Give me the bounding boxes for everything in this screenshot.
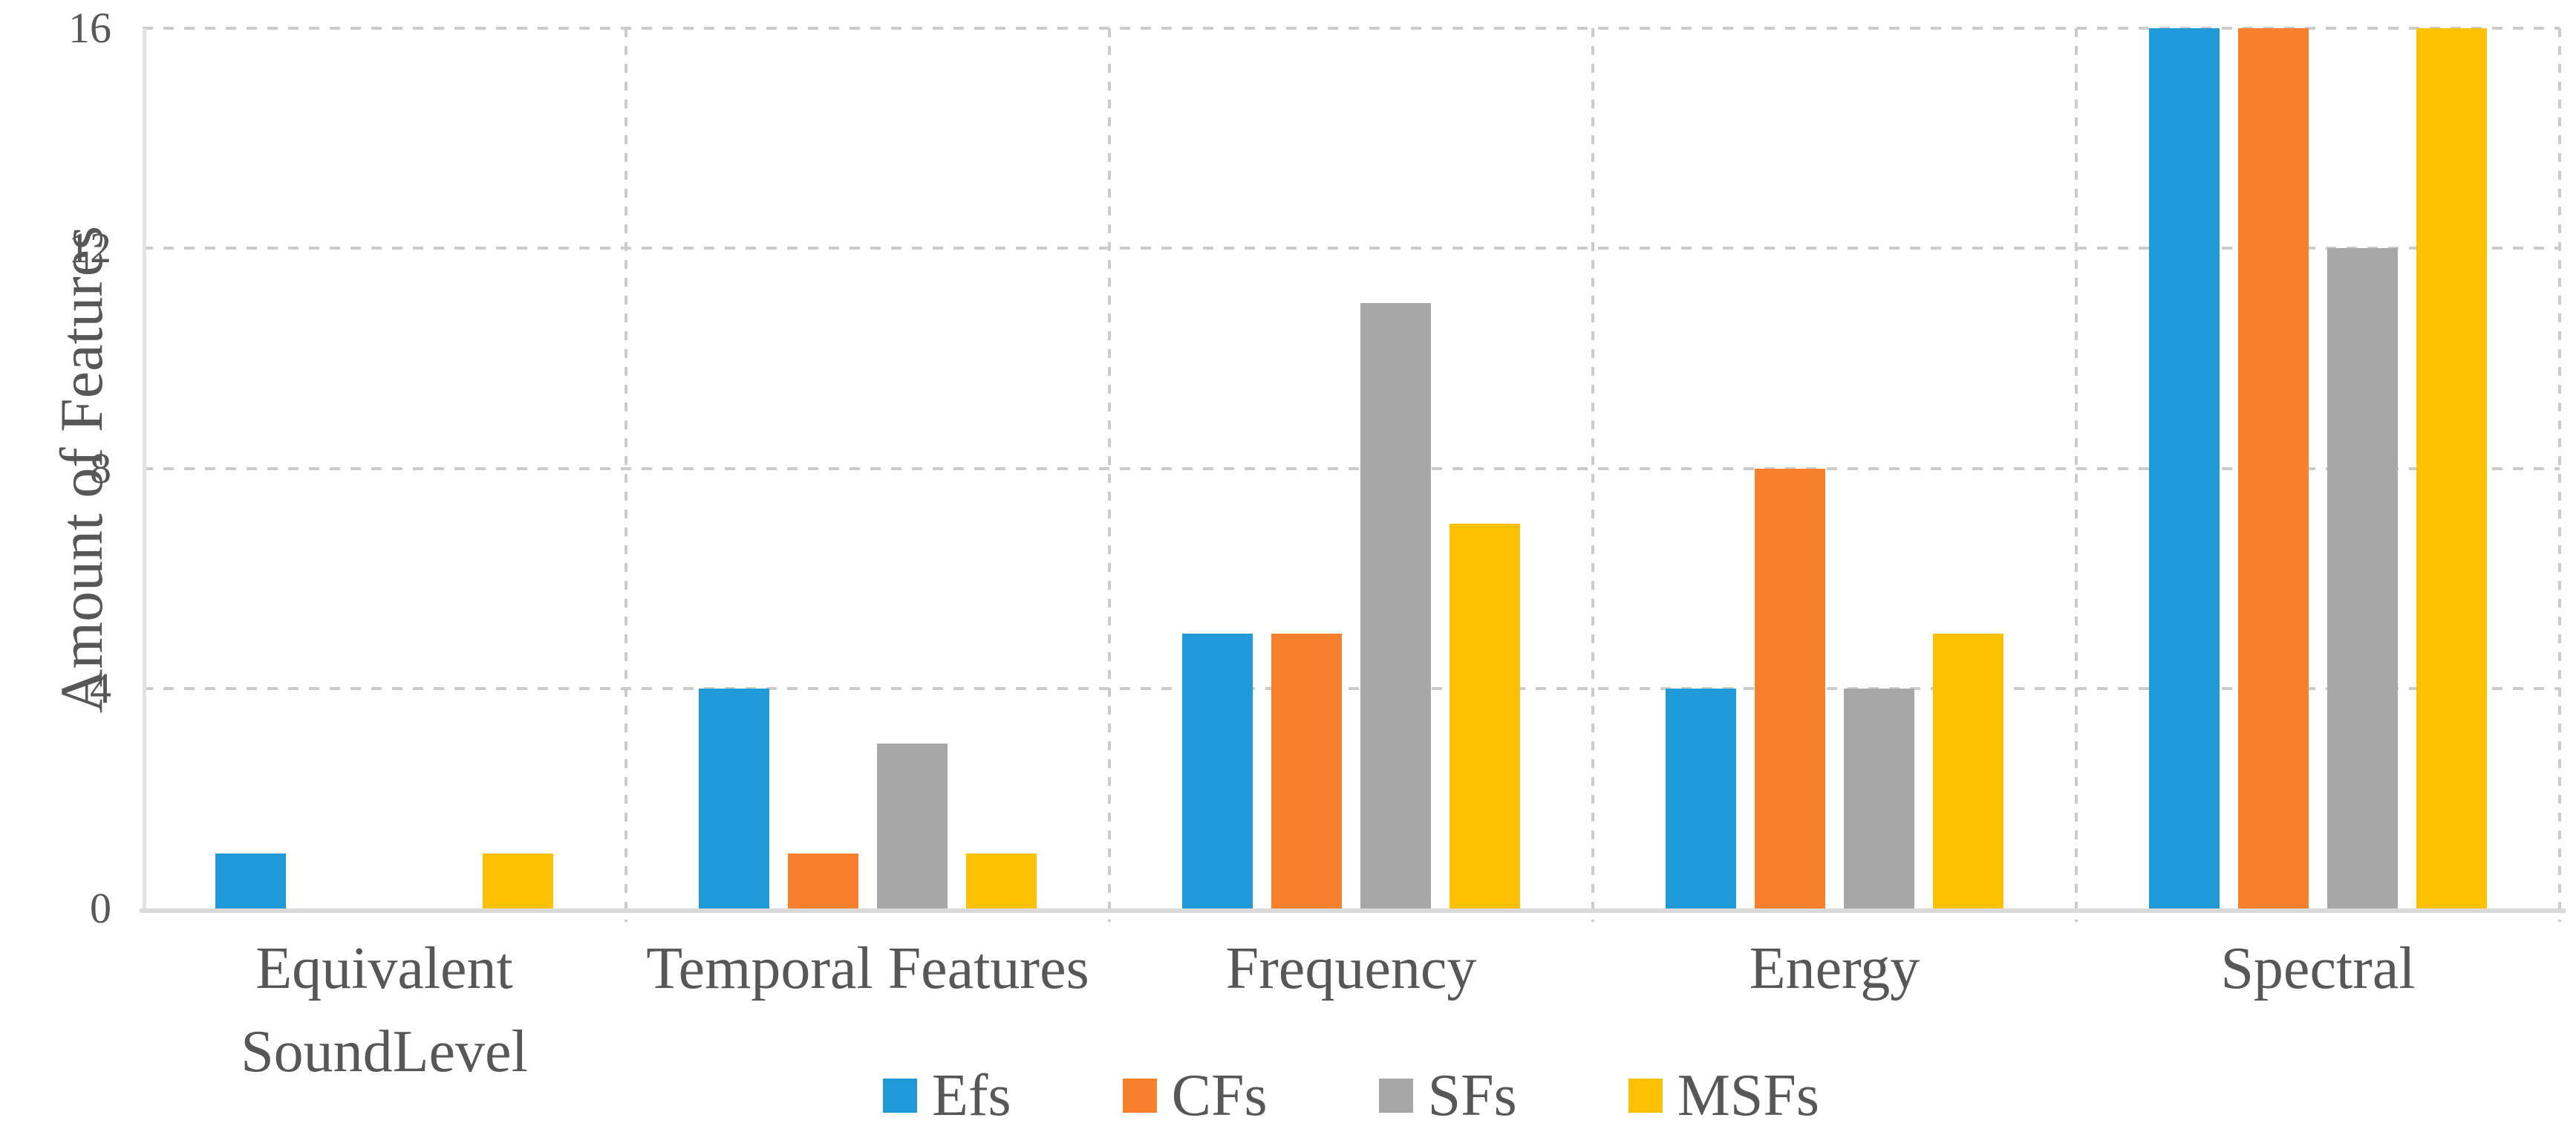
legend-label-cfs: CFs <box>1171 1063 1268 1128</box>
legend-swatch-efs <box>883 1079 917 1113</box>
h-gridline-4 <box>143 686 2560 690</box>
x-category-label-4: Spectral <box>2220 936 2416 1001</box>
bar-efs-4 <box>2149 28 2220 908</box>
bar-sfs-4 <box>2327 248 2398 908</box>
x-category-label-1: Temporal Features <box>646 936 1089 1001</box>
h-gridline-16 <box>143 27 2560 30</box>
y-tick-label-12: 12 <box>68 224 111 273</box>
legend-item-msfs: MSFs <box>1628 1062 1819 1129</box>
y-tick-label-0: 0 <box>90 884 111 932</box>
bar-cfs-1 <box>788 853 858 908</box>
legend: Efs CFs SFs MSFs <box>143 1062 2560 1129</box>
y-tick-label-4: 4 <box>90 663 111 712</box>
bar-msfs-2 <box>1450 523 1520 908</box>
y-tick-label-8: 8 <box>90 443 111 492</box>
x-category-label-2: Frequency <box>1225 936 1477 1001</box>
v-gridline-1 <box>625 28 627 922</box>
legend-swatch-msfs <box>1628 1079 1663 1113</box>
h-gridline-8 <box>143 466 2560 470</box>
y-tick-label-16: 16 <box>68 4 111 52</box>
bar-cfs-2 <box>1271 633 1342 908</box>
legend-label-sfs: SFs <box>1427 1063 1517 1128</box>
legend-swatch-cfs <box>1122 1079 1157 1113</box>
bar-cfs-3 <box>1755 468 1825 908</box>
legend-swatch-sfs <box>1378 1079 1413 1113</box>
v-gridline-5 <box>2558 28 2561 922</box>
legend-item-sfs: SFs <box>1378 1062 1517 1129</box>
bar-msfs-1 <box>966 853 1037 908</box>
bar-efs-3 <box>1666 688 1736 908</box>
bar-sfs-2 <box>1360 303 1431 908</box>
bar-efs-1 <box>699 688 769 908</box>
bar-msfs-3 <box>1933 633 2003 908</box>
bar-msfs-4 <box>2416 28 2487 908</box>
v-gridline-3 <box>1591 28 1594 922</box>
v-gridline-2 <box>1108 28 1111 922</box>
legend-item-cfs: CFs <box>1122 1062 1268 1129</box>
bar-msfs-0 <box>483 853 553 908</box>
x-axis-line <box>140 908 2566 913</box>
x-category-label-0: Equivalent SoundLevel <box>241 936 528 1085</box>
h-gridline-12 <box>143 247 2560 250</box>
bar-cfs-4 <box>2238 28 2309 908</box>
y-axis-line <box>143 28 146 908</box>
bar-sfs-1 <box>877 743 948 908</box>
bar-efs-0 <box>215 853 286 908</box>
x-category-label-3: Energy <box>1749 936 1920 1001</box>
v-gridline-4 <box>2075 28 2078 922</box>
legend-label-msfs: MSFs <box>1677 1063 1819 1128</box>
legend-label-efs: Efs <box>932 1063 1011 1128</box>
bar-efs-2 <box>1182 633 1253 908</box>
bar-sfs-3 <box>1844 688 1914 908</box>
legend-item-efs: Efs <box>883 1062 1011 1129</box>
